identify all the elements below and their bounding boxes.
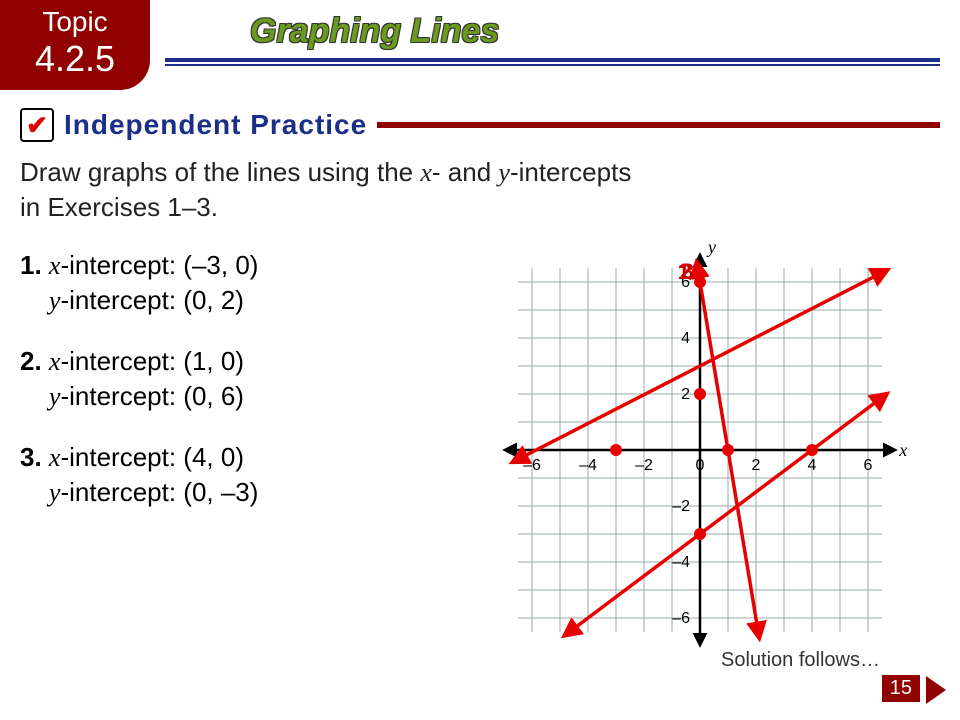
graph: –6–4–20246–6–4–2246xy123 <box>480 250 920 660</box>
section-title: Independent Practice <box>64 109 367 141</box>
lesson-title: Graphing Lines <box>250 12 499 51</box>
ex-yi-text: -intercept: (0, 6) <box>60 381 244 411</box>
header: Topic 4.2.5 Graphing Lines <box>0 0 960 90</box>
solution-follows: Solution follows… <box>721 649 880 672</box>
ex-num: 1. <box>20 250 42 280</box>
svg-text:x: x <box>898 440 907 460</box>
svg-text:y: y <box>706 237 716 257</box>
ex-num: 3. <box>20 442 42 472</box>
ex-xi-var: x <box>49 251 61 280</box>
exercise-2: 2. x-intercept: (1, 0) y-intercept: (0, … <box>20 344 258 414</box>
svg-text:4: 4 <box>681 330 690 347</box>
ex-yi-var: y <box>49 382 61 411</box>
check-icon: ✔ <box>20 108 54 142</box>
ex-yi-var: y <box>49 478 61 507</box>
svg-text:–2: –2 <box>672 498 690 515</box>
exercises: 1. x-intercept: (–3, 0) y-intercept: (0,… <box>20 248 258 537</box>
svg-text:–6: –6 <box>523 457 541 474</box>
ex-xi-text: -intercept: (–3, 0) <box>60 250 258 280</box>
topic-number: 4.2.5 <box>0 38 150 80</box>
svg-text:2: 2 <box>681 386 690 403</box>
svg-text:2: 2 <box>752 457 761 474</box>
instr-var-x: x <box>420 158 432 187</box>
ex-xi-text: -intercept: (1, 0) <box>60 346 244 376</box>
svg-text:–4: –4 <box>579 457 597 474</box>
svg-text:6: 6 <box>864 457 873 474</box>
page-number: 15 <box>882 675 920 702</box>
section-row: ✔ Independent Practice <box>20 105 940 145</box>
graph-svg: –6–4–20246–6–4–2246xy123 <box>480 250 920 660</box>
ex-yi-var: y <box>49 286 61 315</box>
svg-text:4: 4 <box>808 457 817 474</box>
instr-mid1: - and <box>432 157 499 187</box>
ex-xi-var: x <box>49 443 61 472</box>
exercise-1: 1. x-intercept: (–3, 0) y-intercept: (0,… <box>20 248 258 318</box>
topic-box: Topic 4.2.5 <box>0 0 150 90</box>
svg-text:–2: –2 <box>635 457 653 474</box>
ex-yi-text: -intercept: (0, 2) <box>60 285 244 315</box>
ex-xi-text: -intercept: (4, 0) <box>60 442 244 472</box>
topic-label: Topic <box>0 6 150 38</box>
exercise-3: 3. x-intercept: (4, 0) y-intercept: (0, … <box>20 440 258 510</box>
svg-text:3: 3 <box>682 259 694 284</box>
title-rule <box>165 58 940 62</box>
ex-num: 2. <box>20 346 42 376</box>
ex-yi-text: -intercept: (0, –3) <box>60 477 258 507</box>
svg-text:–4: –4 <box>672 554 690 571</box>
next-arrow-icon[interactable] <box>926 676 946 704</box>
instr-prefix: Draw graphs of the lines using the <box>20 157 420 187</box>
section-rule <box>377 122 940 128</box>
svg-text:–6: –6 <box>672 610 690 627</box>
instruction: Draw graphs of the lines using the x- an… <box>20 155 631 225</box>
instr-var-y: y <box>498 158 510 187</box>
svg-text:0: 0 <box>696 457 705 474</box>
instr-line2: in Exercises 1–3. <box>20 192 218 222</box>
instr-mid2: -intercepts <box>510 157 631 187</box>
ex-xi-var: x <box>49 347 61 376</box>
